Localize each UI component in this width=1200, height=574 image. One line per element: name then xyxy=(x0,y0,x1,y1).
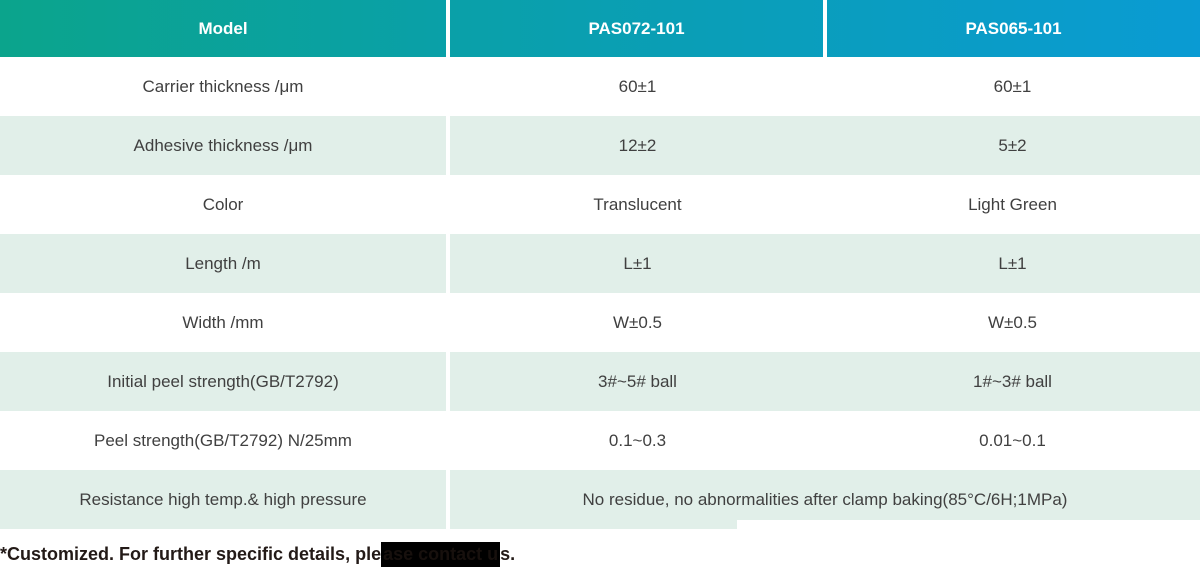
row-value: 3#~5# ball xyxy=(598,371,677,391)
header-divider xyxy=(446,0,450,57)
row-value: Light Green xyxy=(968,194,1057,214)
table-header-row: Model PAS072-101 PAS065-101 xyxy=(0,0,1200,57)
row-value: 12±2 xyxy=(618,135,657,155)
row-value: 60±1 xyxy=(993,76,1032,96)
white-overlay-artifact xyxy=(737,520,1200,530)
row-value: W±0.5 xyxy=(612,312,662,332)
row-merged-value: No residue, no abnormalities after clamp… xyxy=(582,489,1068,509)
row-label: Peel strength(GB/T2792) N/25mm xyxy=(94,430,352,450)
row-value: 0.01~0.1 xyxy=(979,430,1046,450)
table-row: Color Translucent Light Green xyxy=(0,175,1200,234)
product-spec-table: Model PAS072-101 PAS065-101 Carrier thic… xyxy=(0,0,1200,529)
row-label: Width /mm xyxy=(182,312,264,332)
row-value: L±1 xyxy=(998,253,1027,273)
header-cell-pas065: PAS065-101 xyxy=(965,18,1062,38)
footnote-redacted-text: ase contact u xyxy=(381,542,501,567)
header-cell-model: Model xyxy=(198,18,248,38)
table-row: Resistance high temp.& high pressure No … xyxy=(0,470,1200,529)
row-value: 60±1 xyxy=(618,76,657,96)
row-value: W±0.5 xyxy=(987,312,1037,332)
row-label: Resistance high temp.& high pressure xyxy=(0,470,446,529)
row-value: Translucent xyxy=(593,194,682,214)
footnote-text: s. xyxy=(500,544,516,564)
row-value: 0.1~0.3 xyxy=(608,430,667,450)
table-row: Carrier thickness /μm 60±1 60±1 xyxy=(0,57,1200,116)
table-row: Adhesive thickness /μm 12±2 5±2 xyxy=(0,116,1200,175)
row-label: Adhesive thickness /μm xyxy=(0,116,446,175)
footnote-text: *Customized. For further specific detail… xyxy=(0,544,382,564)
header-divider xyxy=(823,0,827,57)
table-row: Initial peel strength(GB/T2792) 3#~5# ba… xyxy=(0,352,1200,411)
table-row: Peel strength(GB/T2792) N/25mm 0.1~0.3 0… xyxy=(0,411,1200,470)
row-value: 5±2 xyxy=(998,135,1027,155)
row-value: L±1 xyxy=(623,253,652,273)
row-label: Carrier thickness /μm xyxy=(142,76,304,96)
table-row: Length /m L±1 L±1 xyxy=(0,234,1200,293)
row-label: Color xyxy=(202,194,244,214)
footnote: *Customized. For further specific detail… xyxy=(0,542,1200,567)
row-label: Initial peel strength(GB/T2792) xyxy=(0,352,446,411)
table-row: Width /mm W±0.5 W±0.5 xyxy=(0,293,1200,352)
row-label: Length /m xyxy=(0,234,446,293)
header-cell-pas072: PAS072-101 xyxy=(588,18,685,38)
row-value: 1#~3# ball xyxy=(973,371,1052,391)
